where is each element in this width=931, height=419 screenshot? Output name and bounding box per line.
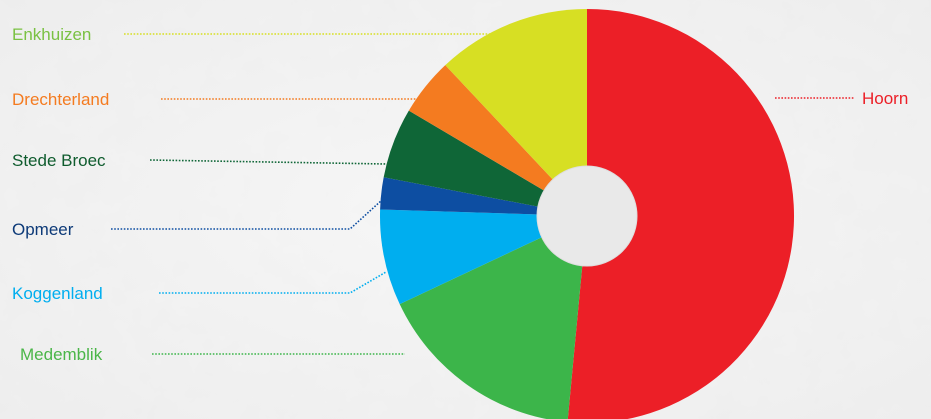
slice-label-enkhuizen: Enkhuizen: [12, 25, 91, 44]
pie-slice-koggenland: [379, 209, 587, 305]
pie-slice-hoorn: [567, 9, 795, 419]
donut-hole: [536, 165, 638, 267]
slice-labels: Hoorn Medemblik Koggenland Opmeer Stede Broe…: [12, 25, 908, 364]
pie-slice-opmeer: [380, 177, 587, 216]
pie-slice-enkhuizen: [445, 9, 587, 216]
leader-line-opmeer: [111, 199, 383, 230]
slice-label-hoorn: Hoorn: [862, 89, 908, 108]
leader-line-stede-broec: [149, 159, 387, 165]
leader-lines: [111, 33, 855, 355]
slice-label-drechterland: Drechterland: [12, 90, 109, 109]
leader-line-koggenland: [159, 271, 387, 294]
slice-label-medemblik: Medemblik: [20, 345, 103, 364]
slice-label-stede-broec: Stede Broec: [12, 151, 106, 170]
pie-slice-stede-broec: [383, 110, 587, 216]
pie-slice-drechterland: [408, 65, 587, 216]
slice-label-koggenland: Koggenland: [12, 284, 103, 303]
pie-slices: [379, 9, 795, 419]
slice-label-opmeer: Opmeer: [12, 220, 74, 239]
pie-slice-medemblik: [399, 216, 587, 419]
